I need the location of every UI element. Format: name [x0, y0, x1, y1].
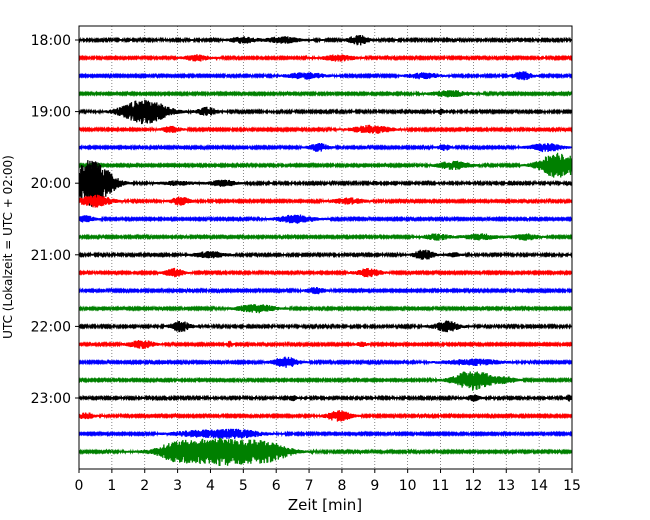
y-tick-label: 18:00 [31, 33, 71, 49]
x-tick-label: 2 [140, 478, 149, 494]
trace-2300 [79, 394, 572, 402]
trace-2100 [79, 249, 572, 260]
trace-1815 [79, 54, 572, 62]
x-tick-label: 15 [563, 478, 581, 494]
trace-1915 [79, 124, 572, 134]
x-tick-label: 13 [497, 478, 515, 494]
trace-1930 [79, 142, 572, 153]
x-tick-label: 7 [305, 478, 314, 494]
trace-1800 [79, 35, 572, 46]
trace-2200 [79, 320, 572, 333]
y-axis: 18:00 19:00 20:00 21:00 22:00 23:00 [31, 33, 79, 407]
trace-1845 [79, 90, 572, 98]
y-tick-label: 21:00 [31, 248, 71, 264]
x-tick-label: 5 [239, 478, 248, 494]
x-axis: 0 1 2 3 4 5 6 7 8 9 10 11 12 13 14 15 [75, 469, 581, 494]
x-axis-label: Zeit [min] [288, 496, 362, 514]
x-tick-label: 6 [272, 478, 281, 494]
trace-2245 [79, 371, 572, 391]
x-tick-label: 10 [399, 478, 417, 494]
seismic-traces [79, 35, 572, 466]
x-tick-label: 0 [75, 478, 84, 494]
y-axis-label: UTC (Lokalzeit = UTC + 02:00) [1, 155, 15, 339]
x-tick-label: 3 [173, 478, 182, 494]
y-tick-label: 20:00 [31, 176, 71, 192]
trace-1900 [79, 99, 572, 125]
y-tick-label: 19:00 [31, 105, 71, 121]
trace-2130 [79, 286, 572, 295]
trace-2115 [79, 267, 572, 278]
trace-2230 [79, 356, 572, 368]
x-tick-label: 8 [337, 478, 346, 494]
y-tick-label: 22:00 [31, 319, 71, 335]
trace-2315 [79, 410, 572, 422]
trace-2145 [79, 303, 572, 314]
x-tick-label: 1 [107, 478, 116, 494]
trace-2030 [79, 214, 572, 224]
y-tick-label: 23:00 [31, 391, 71, 407]
trace-2015 [79, 194, 572, 208]
x-tick-label: 14 [530, 478, 548, 494]
trace-2045 [79, 233, 572, 241]
x-tick-label: 11 [432, 478, 450, 494]
trace-2215 [79, 339, 572, 350]
x-tick-label: 4 [206, 478, 215, 494]
trace-1830 [79, 71, 572, 81]
trace-1945 [79, 152, 572, 178]
x-grid [111, 26, 540, 469]
x-tick-label: 12 [464, 478, 482, 494]
trace-2000 [79, 160, 572, 207]
trace-2330 [79, 428, 572, 439]
plot-frame [78, 25, 573, 470]
trace-2345 [79, 437, 572, 466]
x-tick-label: 9 [370, 478, 379, 494]
